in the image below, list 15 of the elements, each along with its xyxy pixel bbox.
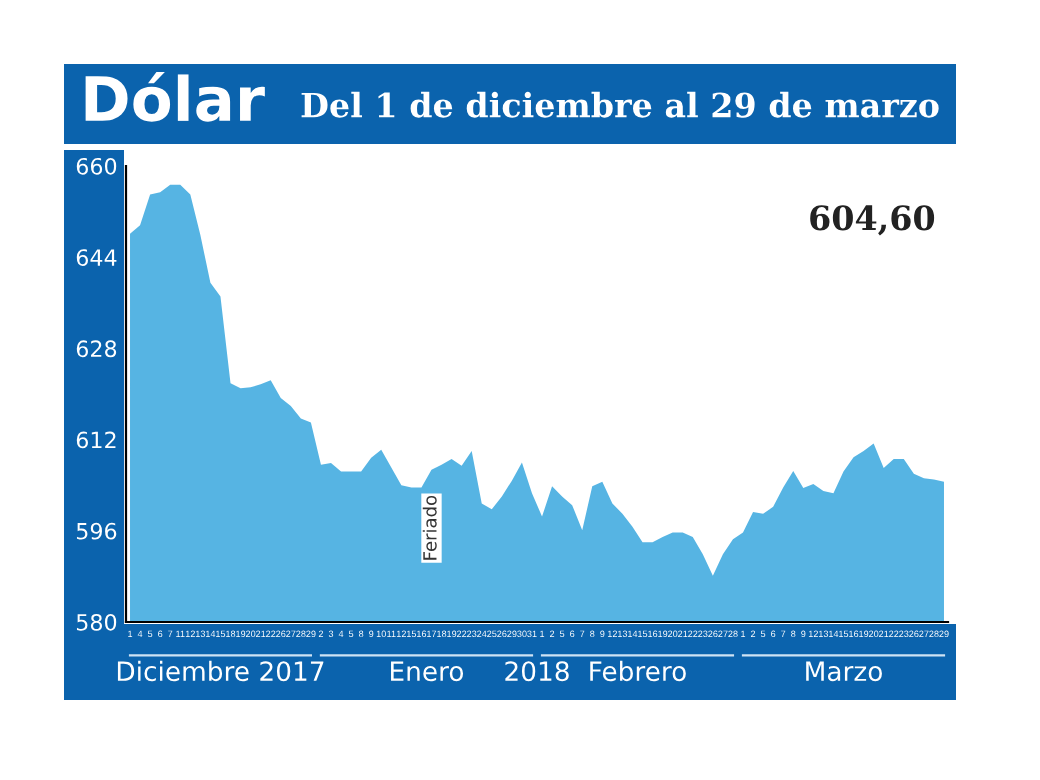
y-tick-label: 612	[76, 431, 116, 449]
chart-subtitle: Del 1 de diciembre al 29 de marzo	[301, 91, 939, 118]
y-tick-label: 596	[76, 522, 117, 540]
annotation: Feriado	[422, 495, 437, 560]
annotation: 604,60	[810, 205, 935, 236]
text: Diciembre 2017	[117, 660, 324, 682]
y-tick-label: 628	[76, 340, 117, 358]
y-tick-label: 580	[76, 613, 117, 631]
y-tick-label: 644	[76, 249, 117, 266]
chart-title: Dólar	[85, 71, 265, 122]
text: Febrero	[590, 660, 686, 682]
text: 2018	[505, 661, 569, 682]
y-tick-label: 660	[76, 157, 117, 175]
text: Marzo	[806, 661, 882, 682]
text: Enero	[391, 661, 464, 682]
